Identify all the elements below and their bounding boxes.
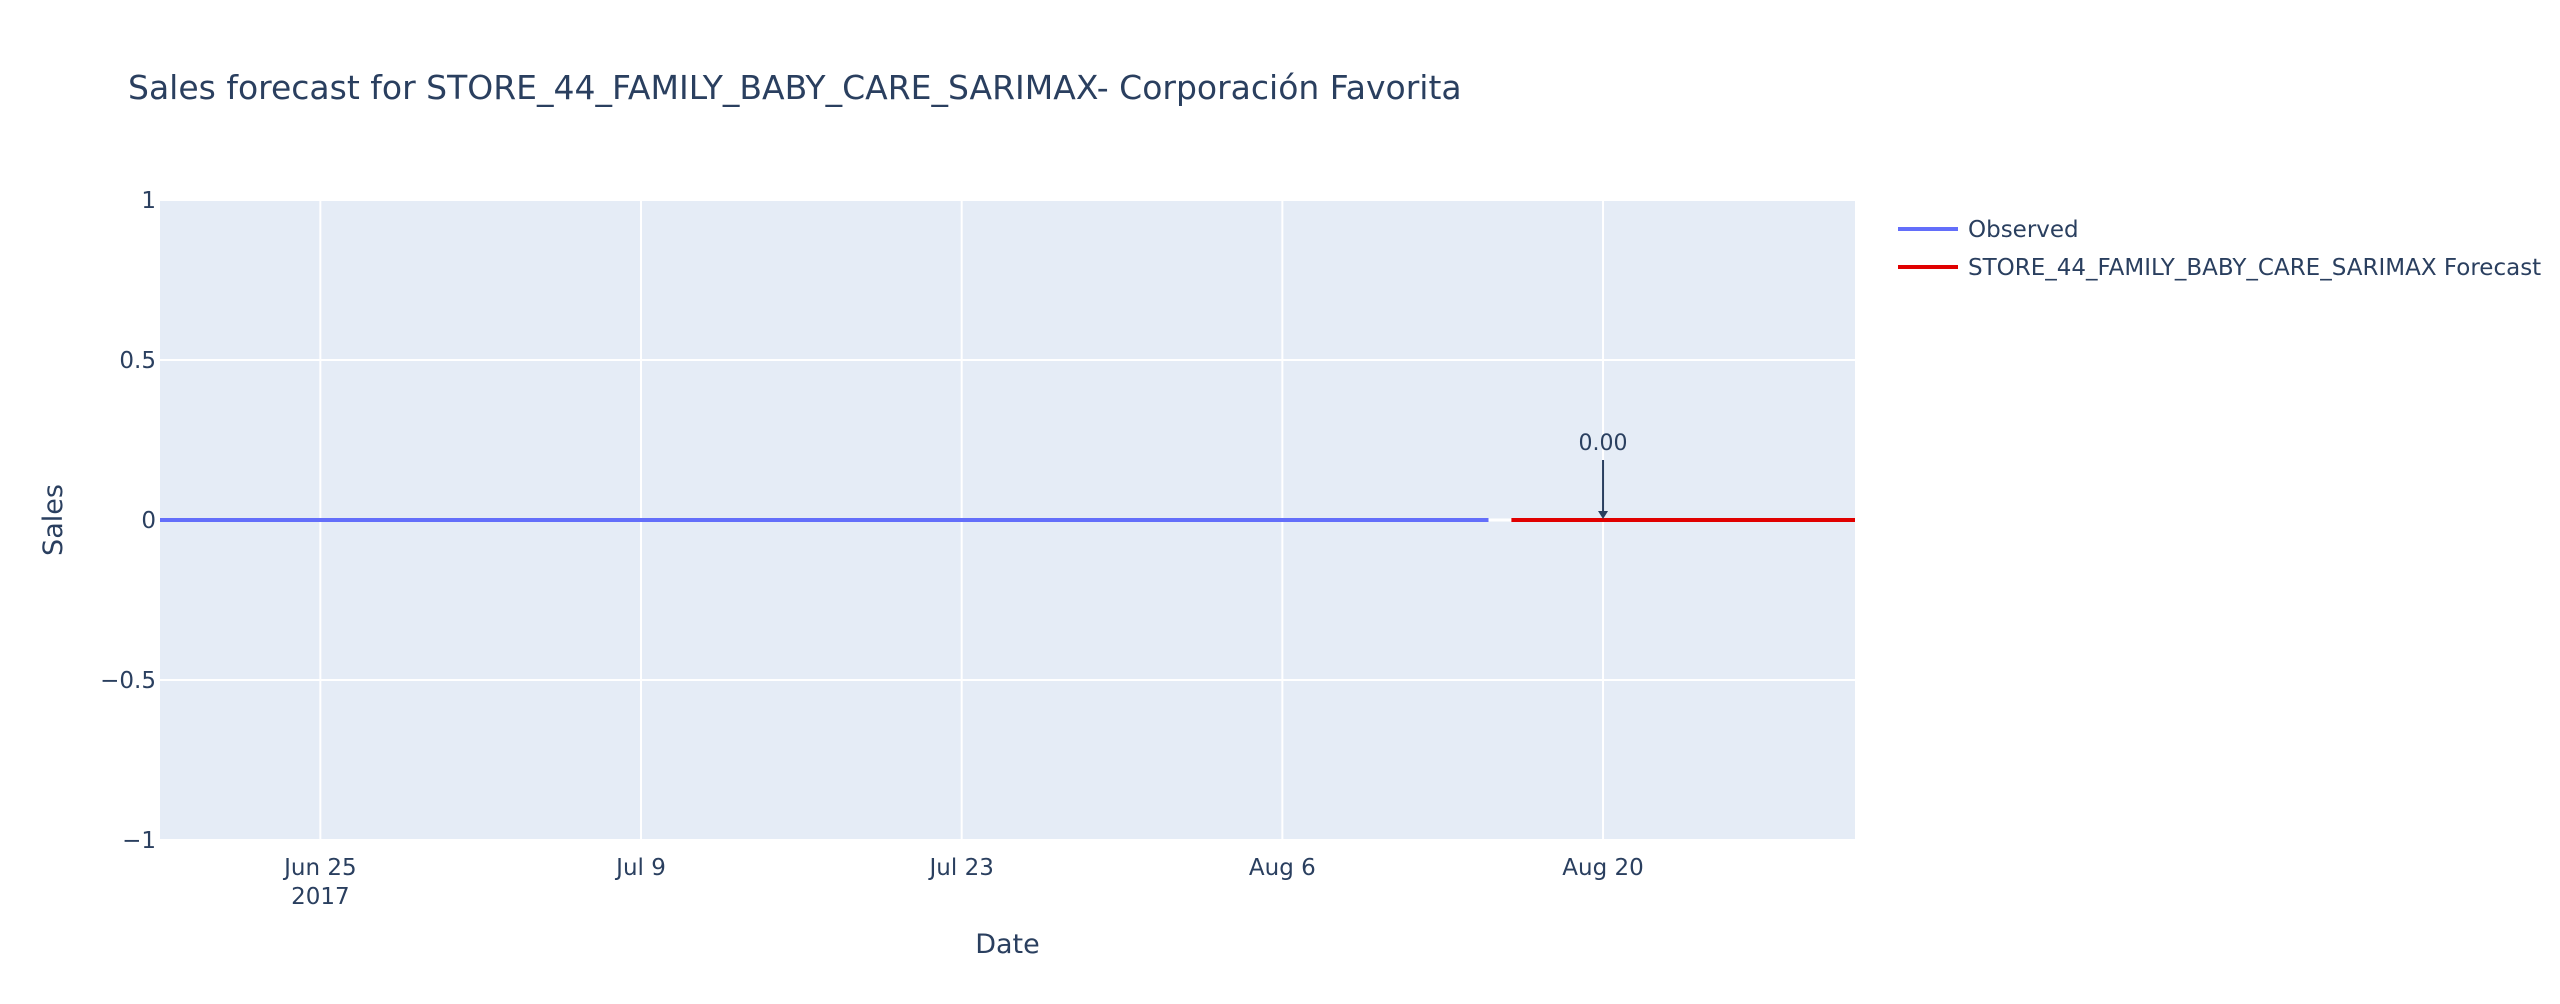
annotations: 0.00: [1579, 431, 1628, 519]
y-tick-label: 0: [141, 508, 156, 534]
chart-title: Sales forecast for STORE_44_FAMILY_BABY_…: [128, 68, 1462, 107]
y-tick-label: 1: [141, 188, 156, 214]
y-tick-label: 0.5: [119, 348, 156, 374]
x-tick-label: Aug 20: [1562, 855, 1644, 881]
legend-label-0: Observed: [1968, 217, 2079, 243]
x-tick-sublabel: 2017: [291, 884, 350, 910]
x-axis-title: Date: [975, 929, 1040, 960]
y-tick-label: −1: [122, 828, 156, 854]
annotation-label: 0.00: [1579, 431, 1628, 456]
x-tick-label: Jul 9: [614, 855, 666, 881]
legend: Observed STORE_44_FAMILY_BABY_CARE_SARIMA…: [1898, 217, 2541, 281]
x-tick-label: Jun 25: [282, 855, 357, 881]
annotation-arrow-head: [1598, 511, 1609, 519]
x-tick-label: Aug 6: [1249, 855, 1316, 881]
y-tick-label: −0.5: [100, 668, 156, 694]
y-axis-title: Sales: [38, 484, 69, 556]
x-tick-label: Jul 23: [928, 855, 994, 881]
legend-label-1: STORE_44_FAMILY_BABY_CARE_SARIMAX Foreca…: [1968, 255, 2541, 281]
tick-labels: Jun 25 2017 Jul 9 Jul 23 Aug 6 Aug 20 1 0.5 0 −0.…: [100, 188, 1644, 910]
